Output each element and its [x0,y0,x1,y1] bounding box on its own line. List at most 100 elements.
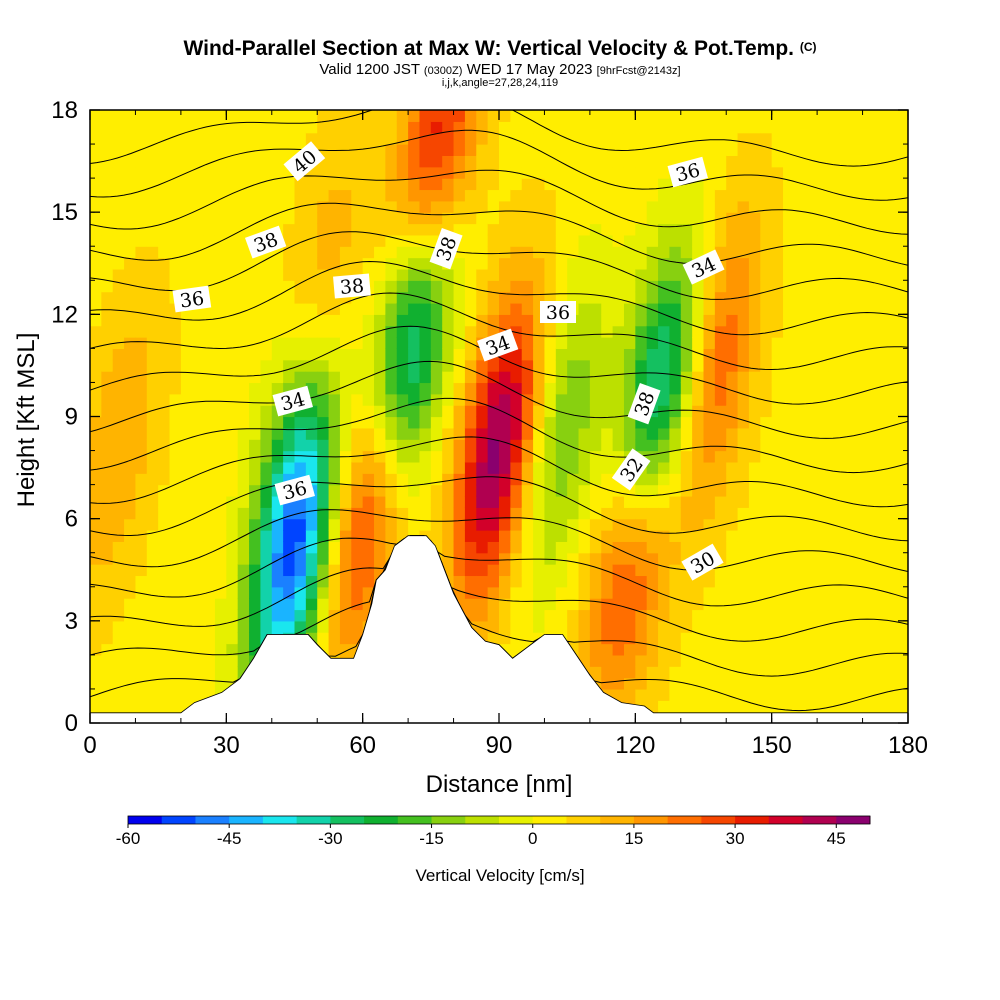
w-cell [669,200,682,213]
w-cell [385,280,398,293]
w-cell [339,393,352,406]
w-cell [294,302,307,315]
w-cell [669,234,682,247]
w-cell [101,541,114,554]
w-cell [544,427,557,440]
w-cell [521,178,534,191]
w-cell [578,598,591,611]
w-cell [521,325,534,338]
w-cell [476,439,489,452]
w-cell [669,110,682,122]
w-cell [567,598,580,611]
w-cell [135,325,148,338]
w-cell [351,371,364,384]
w-cell [294,189,307,202]
w-cell [146,189,159,202]
w-cell [135,484,148,497]
w-cell [589,132,602,145]
w-cell [476,507,489,520]
w-cell [578,314,591,327]
w-cell [180,382,193,395]
w-cell [544,518,557,531]
w-cell [146,575,159,588]
w-cell [805,371,818,384]
w-cell [90,405,102,418]
w-cell [692,178,705,191]
w-cell [635,598,648,611]
w-cell [726,200,739,213]
w-cell [453,223,466,236]
w-cell [169,461,182,474]
w-cell [896,189,908,202]
w-cell [737,166,750,179]
w-cell [623,632,636,645]
w-cell [101,575,114,588]
theta-contour-line [90,110,908,167]
w-cell [101,291,114,304]
w-cell [533,234,546,247]
w-cell [578,302,591,315]
w-cell [328,302,341,315]
w-cell [578,495,591,508]
w-cell [339,268,352,281]
w-cell [260,325,273,338]
w-cell [817,632,830,645]
w-cell [839,643,852,656]
w-cell [385,518,398,531]
w-cell [442,530,455,542]
w-cell [828,461,841,474]
w-cell [362,382,375,395]
w-cell [578,178,591,191]
w-cell [794,530,807,542]
w-cell [748,280,761,293]
w-cell [237,212,250,225]
w-cell [726,257,739,270]
colorbar-swatch [566,816,601,824]
w-cell [578,144,591,157]
w-cell [226,393,239,406]
w-cell [669,291,682,304]
w-cell [589,280,602,293]
w-cell [862,473,875,486]
w-cell [567,257,580,270]
w-cell [578,212,591,225]
w-cell [817,234,830,247]
w-cell [851,405,864,418]
w-cell [601,268,614,281]
w-cell [317,189,330,202]
w-cell [158,200,171,213]
w-cell [112,700,125,713]
w-cell [771,518,784,531]
w-cell [521,189,534,202]
w-cell [771,575,784,588]
w-cell [237,416,250,429]
w-cell [692,371,705,384]
w-cell [885,337,898,349]
w-cell [726,688,739,701]
w-cell [737,325,750,338]
w-cell [146,552,159,565]
w-cell [101,200,114,213]
colorbar-swatch [262,816,298,824]
w-cell [112,666,125,679]
contour-label-bg [283,141,326,182]
w-cell [362,598,375,611]
w-cell [271,461,284,474]
w-cell [737,291,750,304]
w-cell [112,132,125,145]
w-cell [862,541,875,554]
w-cell [692,507,705,520]
w-cell [794,405,807,418]
w-cell [873,268,886,281]
w-cell [249,155,262,168]
w-cell [896,688,908,701]
w-cell [124,575,137,588]
w-cell [533,507,546,520]
w-cell [249,212,262,225]
w-cell [623,507,636,520]
theta-contour-line [90,231,908,300]
w-cell [374,280,386,293]
w-cell [646,314,659,327]
w-cell [703,473,716,486]
w-cell [862,382,875,395]
